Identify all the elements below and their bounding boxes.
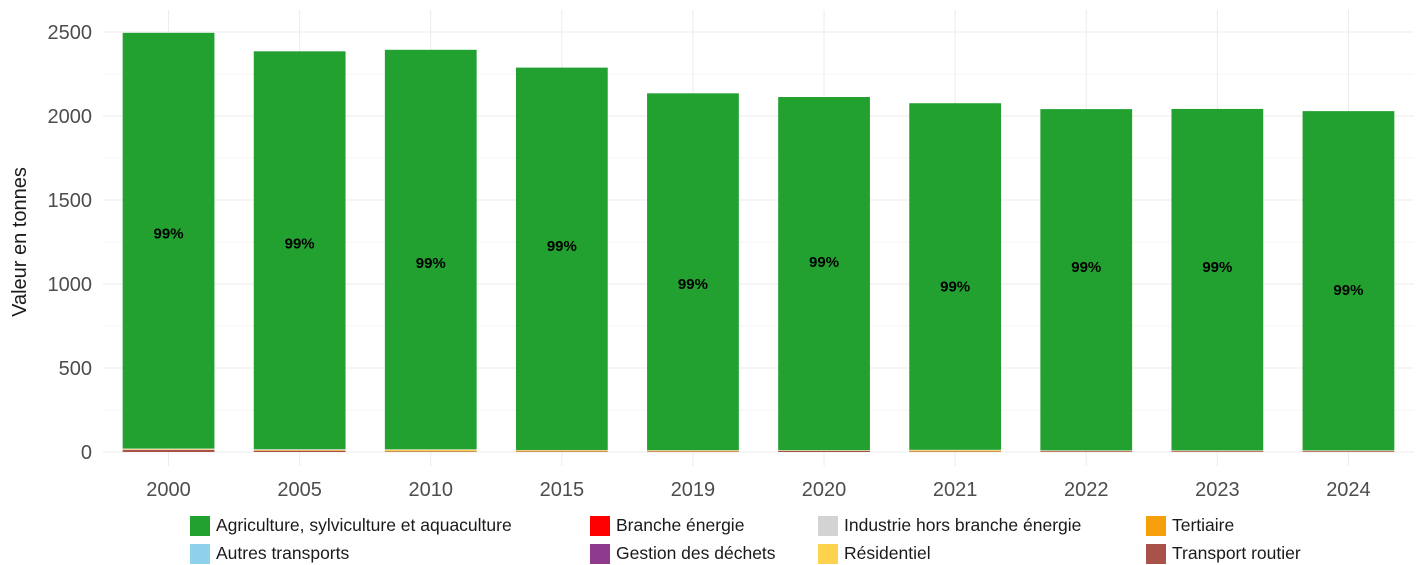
bar-segment xyxy=(1040,450,1133,451)
legend-swatch xyxy=(590,543,610,564)
legend-swatch xyxy=(590,515,610,536)
data-label: 99% xyxy=(1333,282,1363,299)
legend-label: Résidentiel xyxy=(844,543,931,563)
data-label: 99% xyxy=(285,236,315,253)
data-label: 99% xyxy=(547,238,577,255)
x-tick-label: 2019 xyxy=(671,479,716,501)
y-tick-label: 1000 xyxy=(48,274,93,296)
legend-item: Résidentiel xyxy=(818,543,931,564)
bar-segment xyxy=(384,449,477,450)
data-labels: 99% 99% 99% 99% 99% 99% 99% 99% 99% 99% xyxy=(154,226,1364,299)
legend-label: Autres transports xyxy=(216,543,350,563)
legend-swatch xyxy=(1146,515,1166,536)
y-tick-label: 2000 xyxy=(48,106,93,128)
x-tick-label: 2021 xyxy=(933,479,978,501)
bar-segment xyxy=(647,450,739,451)
x-tick-label: 2022 xyxy=(1064,479,1109,501)
bar-segment xyxy=(1040,451,1133,452)
bar-segment xyxy=(515,449,608,451)
legend-item: Branche énergie xyxy=(590,515,744,536)
bar-segment xyxy=(1171,451,1264,452)
bar-segment xyxy=(1040,109,1133,451)
bar-segment xyxy=(647,450,739,452)
data-label: 99% xyxy=(940,279,970,296)
x-tick-label: 2024 xyxy=(1326,479,1371,501)
bar-segment xyxy=(1171,450,1264,451)
axes: 0 500 1000 1500 2000 2500 2000 2005 2010 2015 2019… xyxy=(48,22,1371,501)
bar-segment xyxy=(909,449,1002,451)
legend-swatch xyxy=(190,543,210,564)
bar-segment xyxy=(778,450,870,452)
legend-swatch xyxy=(818,515,838,536)
bar-segment xyxy=(778,450,870,451)
y-tick-label: 1500 xyxy=(48,190,93,212)
legend-item: Agriculture, sylviculture et aquaculture xyxy=(190,515,512,536)
bar-segment xyxy=(909,450,1002,452)
data-label: 99% xyxy=(678,276,708,293)
y-tick-label: 500 xyxy=(59,358,92,380)
stacked-bar-chart: 99% 99% 99% 99% 99% 99% 99% 99% 99% 99% 0 500 1000 1… xyxy=(9,10,1414,501)
bar-segment xyxy=(515,451,608,452)
data-label: 99% xyxy=(416,255,446,272)
x-tick-label: 2000 xyxy=(146,479,191,501)
x-tick-label: 2023 xyxy=(1195,479,1240,501)
bars xyxy=(122,32,1395,452)
legend-label: Branche énergie xyxy=(616,515,745,535)
legend-label: Transport routier xyxy=(1172,543,1301,563)
x-tick-label: 2020 xyxy=(802,479,847,501)
bar-segment xyxy=(515,67,608,450)
bar-segment xyxy=(122,448,215,450)
bar-segment xyxy=(253,450,346,452)
y-axis-label: Valeur en tonnes xyxy=(9,167,31,317)
bar-segment xyxy=(1302,451,1395,452)
legend-item: Tertiaire xyxy=(1146,515,1234,536)
data-label: 99% xyxy=(1071,259,1101,276)
legend-item: Transport routier xyxy=(1146,543,1301,564)
y-tick-label: 0 xyxy=(81,442,92,464)
bar-segment xyxy=(909,103,1002,450)
bar-segment xyxy=(253,449,346,451)
data-label: 99% xyxy=(809,254,839,271)
legend-swatch xyxy=(190,515,210,536)
legend-item: Industrie hors branche énergie xyxy=(818,515,1081,536)
bar-segment xyxy=(384,49,477,450)
bar-segment xyxy=(1171,108,1264,451)
legend-item: Gestion des déchets xyxy=(590,543,776,564)
bar-segment xyxy=(253,449,346,450)
legend-label: Industrie hors branche énergie xyxy=(844,515,1082,535)
y-tick-label: 2500 xyxy=(48,22,93,44)
data-label: 99% xyxy=(154,226,184,243)
x-tick-label: 2010 xyxy=(409,479,454,501)
legend-swatch xyxy=(818,543,838,564)
bar-segment xyxy=(122,32,215,449)
bar-segment xyxy=(122,449,215,452)
bar-segment xyxy=(384,449,477,452)
x-tick-label: 2005 xyxy=(277,479,322,501)
bar-segment xyxy=(647,451,739,452)
x-tick-label: 2015 xyxy=(540,479,585,501)
legend-item: Autres transports xyxy=(190,543,349,564)
legend-swatch xyxy=(1146,543,1166,564)
bar-segment xyxy=(253,51,346,450)
bar-segment xyxy=(909,451,1002,452)
bar-segment xyxy=(384,451,477,452)
bar-segment xyxy=(1302,450,1395,451)
bar-segment xyxy=(1302,111,1395,451)
legend-label: Tertiaire xyxy=(1172,515,1235,535)
bar-segment xyxy=(122,449,215,450)
bar-segment xyxy=(515,450,608,452)
data-label: 99% xyxy=(1202,259,1232,276)
legend-label: Agriculture, sylviculture et aquaculture xyxy=(216,515,512,535)
bar-segment xyxy=(778,97,870,451)
legend-label: Gestion des déchets xyxy=(616,543,776,563)
bar-segment xyxy=(647,93,739,451)
